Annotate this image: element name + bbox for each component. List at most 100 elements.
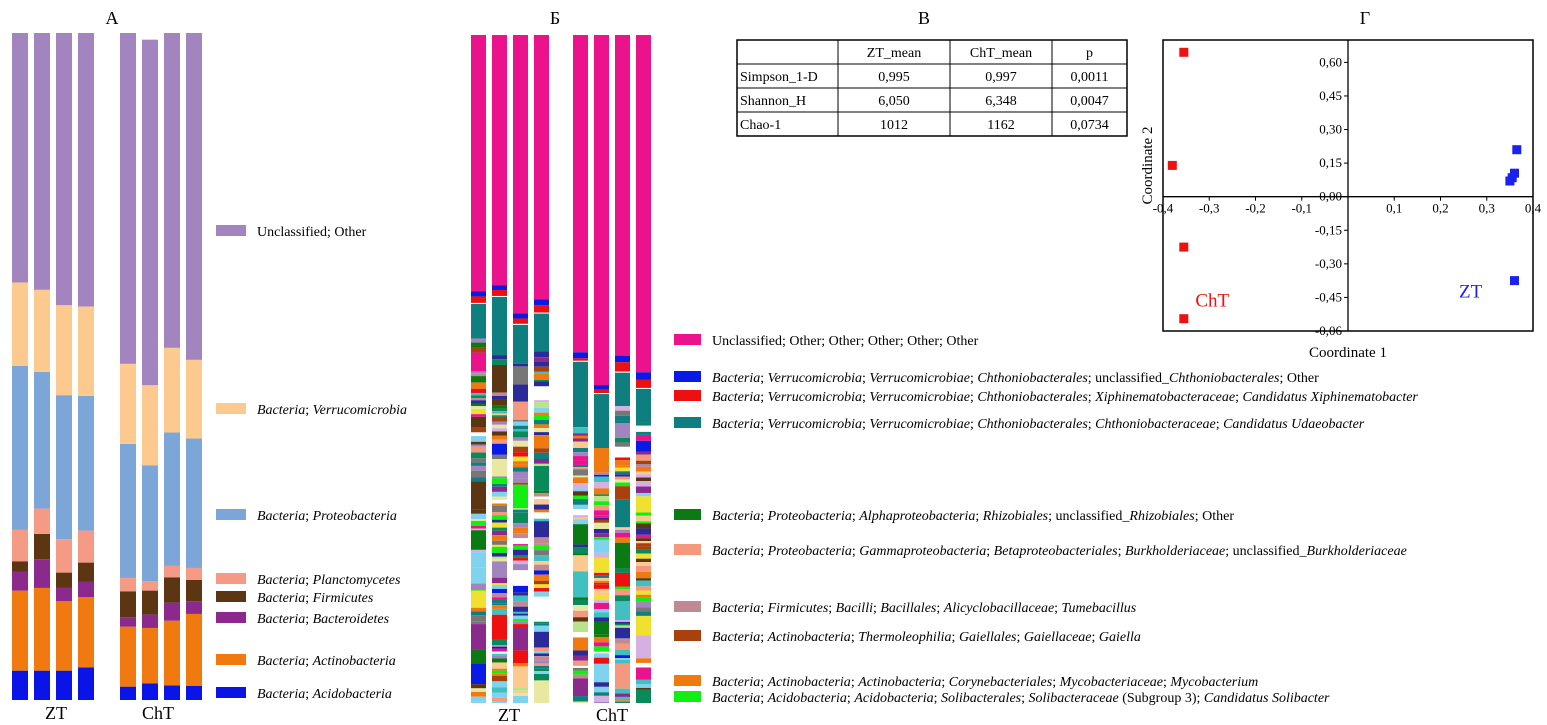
bar-b-2-segment-50 [513,621,528,625]
bar-b-1-segment-1 [492,289,507,296]
bar-b-3-segment-21 [534,432,549,436]
bar-b-6-segment-42 [615,643,630,651]
bar-a-4-segment-7 [120,33,136,364]
bar-b-3-segment-11 [534,381,549,387]
bar-b-2-segment-2 [513,323,528,325]
bar-b-5-segment-7 [594,476,609,483]
legend-a-label-3: Bacteria; Firmicutes [257,591,374,606]
bar-b-5-segment-49 [594,692,609,696]
bar-b-0-segment-19 [471,408,486,415]
bar-b-4-segment-10 [573,452,588,457]
bar-b-6-segment-44 [615,655,630,659]
legend-b-swatch-1 [674,371,701,382]
bar-b-5-segment-35 [594,609,609,613]
bar-b-0-segment-17 [471,403,486,407]
bar-b-4-segment-48 [573,670,588,675]
bar-b-6-top-segment [615,35,630,356]
bar-a-3-segment-4 [78,530,94,563]
bar-a-1-segment-4 [34,508,50,534]
bar-b-7-segment-19 [636,492,651,497]
bar-b-2-segment-35 [513,549,528,556]
bar-b-3-segment-28 [534,490,549,493]
bar-b-4-segment-23 [573,499,588,505]
bar-b-0-segment-4 [471,338,486,343]
bar-b-2-segment-10 [513,425,528,430]
bar-b-0-segment-38 [471,520,486,526]
bar-b-1-segment-53 [492,597,507,600]
bar-b-0-segment-2 [471,302,486,304]
bar-b-5-segment-1 [594,389,609,394]
bar-b-2-segment-30 [513,531,528,534]
bar-b-3-segment-25 [534,459,549,464]
bar-b-0-segment-54 [471,663,486,685]
bar-a-3-segment-2 [78,581,94,598]
bar-b-5-segment-41 [594,642,609,647]
bar-a-5-segment-4 [142,581,158,591]
bar-b-0-segment-32 [471,470,486,478]
point-cht-0 [1179,47,1189,57]
bar-b-4-segment-28 [573,519,588,525]
bar-b-3-segment-20 [534,428,549,433]
bar-b-3-segment-48 [534,588,549,592]
bar-b-7-segment-53 [636,684,651,688]
bar-b-3-segment-27 [534,466,549,491]
bar-a-2-segment-7 [56,33,72,306]
bar-b-0-segment-10 [471,376,486,383]
bar-b-0-segment-20 [471,414,486,417]
bar-b-7-segment-42 [636,594,651,598]
bar-b-6-segment-10 [615,442,630,447]
bar-b-1-segment-5 [492,359,507,365]
bar-b-7-segment-21 [636,512,651,516]
bar-b-4-segment-25 [573,509,588,516]
bar-b-0-segment-44 [471,567,486,584]
bar-b-1-segment-11 [492,408,507,412]
bar-a-0-segment-2 [12,571,28,591]
bar-b-5-segment-20 [594,533,609,538]
y-tick-label-7: -0,45 [1315,289,1342,304]
bar-b-7-segment-44 [636,601,651,608]
bar-b-0-segment-13 [471,392,486,396]
table-header-zt-mean: ZT_mean [867,46,921,61]
bar-b-2-segment-14 [513,440,528,447]
bar-a-0-segment-5 [12,365,28,530]
bar-b-6-segment-22 [615,486,630,500]
bar-a-3-segment-7 [78,33,94,307]
bar-b-3-segment-44 [534,570,549,575]
bar-b-1-segment-27 [492,483,507,487]
bar-b-4-segment-1 [573,358,588,361]
bar-b-1-segment-4 [492,355,507,360]
bar-b-2-segment-27 [513,512,528,524]
bar-b-2-segment-1 [513,318,528,324]
bar-a-4-segment-1 [120,626,136,687]
bar-b-1-segment-67 [492,662,507,669]
bar-b-3-segment-53 [534,625,549,632]
bar-a-5-segment-0 [142,683,158,701]
bar-b-3-segment-37 [534,537,549,544]
bar-b-2-segment-58 [513,693,528,696]
bar-b-1-segment-69 [492,670,507,674]
table-cell-1-0: Shannon_H [740,94,806,109]
bar-b-7-segment-23 [636,521,651,524]
bar-b-4-segment-44 [573,655,588,661]
bar-b-3-segment-33 [534,509,549,513]
bar-b-0-top-segment [471,35,486,292]
bar-b-5-segment-8 [594,482,609,489]
bar-b-7-segment-13 [636,466,651,472]
bar-b-0-segment-9 [471,373,486,377]
bar-b-2-segment-54 [513,663,528,667]
legend-b-swatch-6 [674,601,701,612]
bar-b-4-segment-8 [573,441,588,448]
bar-b-1-segment-72 [492,681,507,688]
bar-b-5-segment-25 [594,572,609,576]
bar-b-7-segment-27 [636,538,651,542]
table-cell-1-1: 6,050 [878,94,910,109]
bar-b-1-segment-6 [492,364,507,393]
bar-b-1-segment-30 [492,496,507,500]
bar-b-1-segment-45 [492,556,507,559]
bar-b-7-segment-37 [636,571,651,579]
bar-b-4-segment-3 [573,361,588,428]
bar-a-0-segment-3 [12,561,28,572]
bar-b-0-segment-41 [471,530,486,550]
y-tick-label-1: 0,45 [1319,88,1342,103]
bar-b-2-segment-49 [513,619,528,622]
